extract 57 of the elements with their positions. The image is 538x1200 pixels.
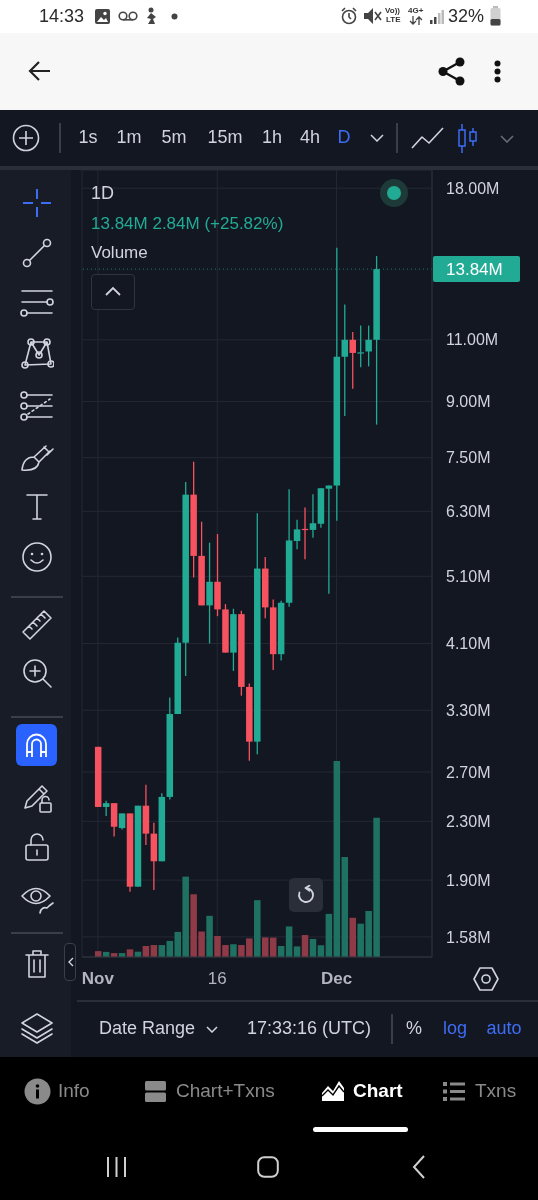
bar [341, 857, 349, 957]
annotation: 13.84M 2.84M (+25.82%) [91, 213, 284, 235]
y-tick-label: 18.00M [446, 179, 500, 197]
y-tick-label: 6.30M [446, 502, 491, 520]
text: 15m [207, 127, 243, 149]
text: 1s [78, 127, 98, 149]
bar [333, 761, 341, 957]
y-tick-label: 1.58M [446, 928, 491, 946]
text: Chart [353, 1079, 403, 1103]
text: % [405, 1018, 423, 1040]
y-tick-label: 2.30M [446, 813, 491, 831]
text: Vo)) [385, 6, 400, 16]
candlestick [206, 541, 213, 645]
text: 17:33:16 (UTC) [247, 1018, 372, 1040]
y-tick-label: 11.00M [446, 331, 499, 349]
candlestick [341, 303, 349, 417]
y-tick-label: 1.90M [446, 871, 491, 889]
text: 4h [299, 127, 321, 149]
y-tick-label: 9.00M [446, 393, 491, 411]
text: 1m [116, 127, 142, 149]
text: 14:33 [39, 6, 85, 28]
candlestick [293, 519, 301, 550]
candlestick [365, 324, 372, 368]
x-tick-label: Nov [81, 968, 115, 988]
x-tick-label: 16 [207, 968, 227, 988]
candlestick [110, 802, 118, 838]
text: log [442, 1018, 468, 1040]
y-tick-label: 3.30M [446, 701, 491, 719]
candlestick [102, 800, 110, 817]
text: Info [58, 1079, 90, 1103]
text: 32% [448, 6, 485, 28]
bar [325, 913, 333, 957]
bar [254, 900, 261, 957]
bar [349, 917, 356, 957]
text: Date Range [99, 1018, 196, 1040]
candlestick [349, 331, 356, 390]
chart-title: Volume [91, 242, 148, 263]
text: Txns [475, 1079, 517, 1103]
candlestick [309, 493, 317, 539]
y-tick-label: 4.10M [446, 635, 491, 653]
text: 1h [261, 127, 283, 149]
candlestick [357, 324, 364, 368]
y-tick-label: 2.70M [446, 763, 491, 781]
text: auto [486, 1018, 522, 1040]
x-tick-label: Dec [320, 968, 353, 988]
ref-line-label: 13.84M [446, 259, 503, 279]
bar [285, 926, 293, 957]
text: LTE [386, 15, 401, 25]
bar [206, 915, 213, 957]
text: 5m [161, 127, 187, 149]
y-tick-label: 7.50M [446, 449, 491, 467]
text: D [337, 127, 351, 149]
y-tick-label: 5.10M [446, 567, 491, 585]
text: 1D [91, 182, 115, 204]
bar [230, 944, 237, 957]
text: Chart+Txns [176, 1079, 275, 1103]
text: 4G+ [408, 6, 424, 16]
